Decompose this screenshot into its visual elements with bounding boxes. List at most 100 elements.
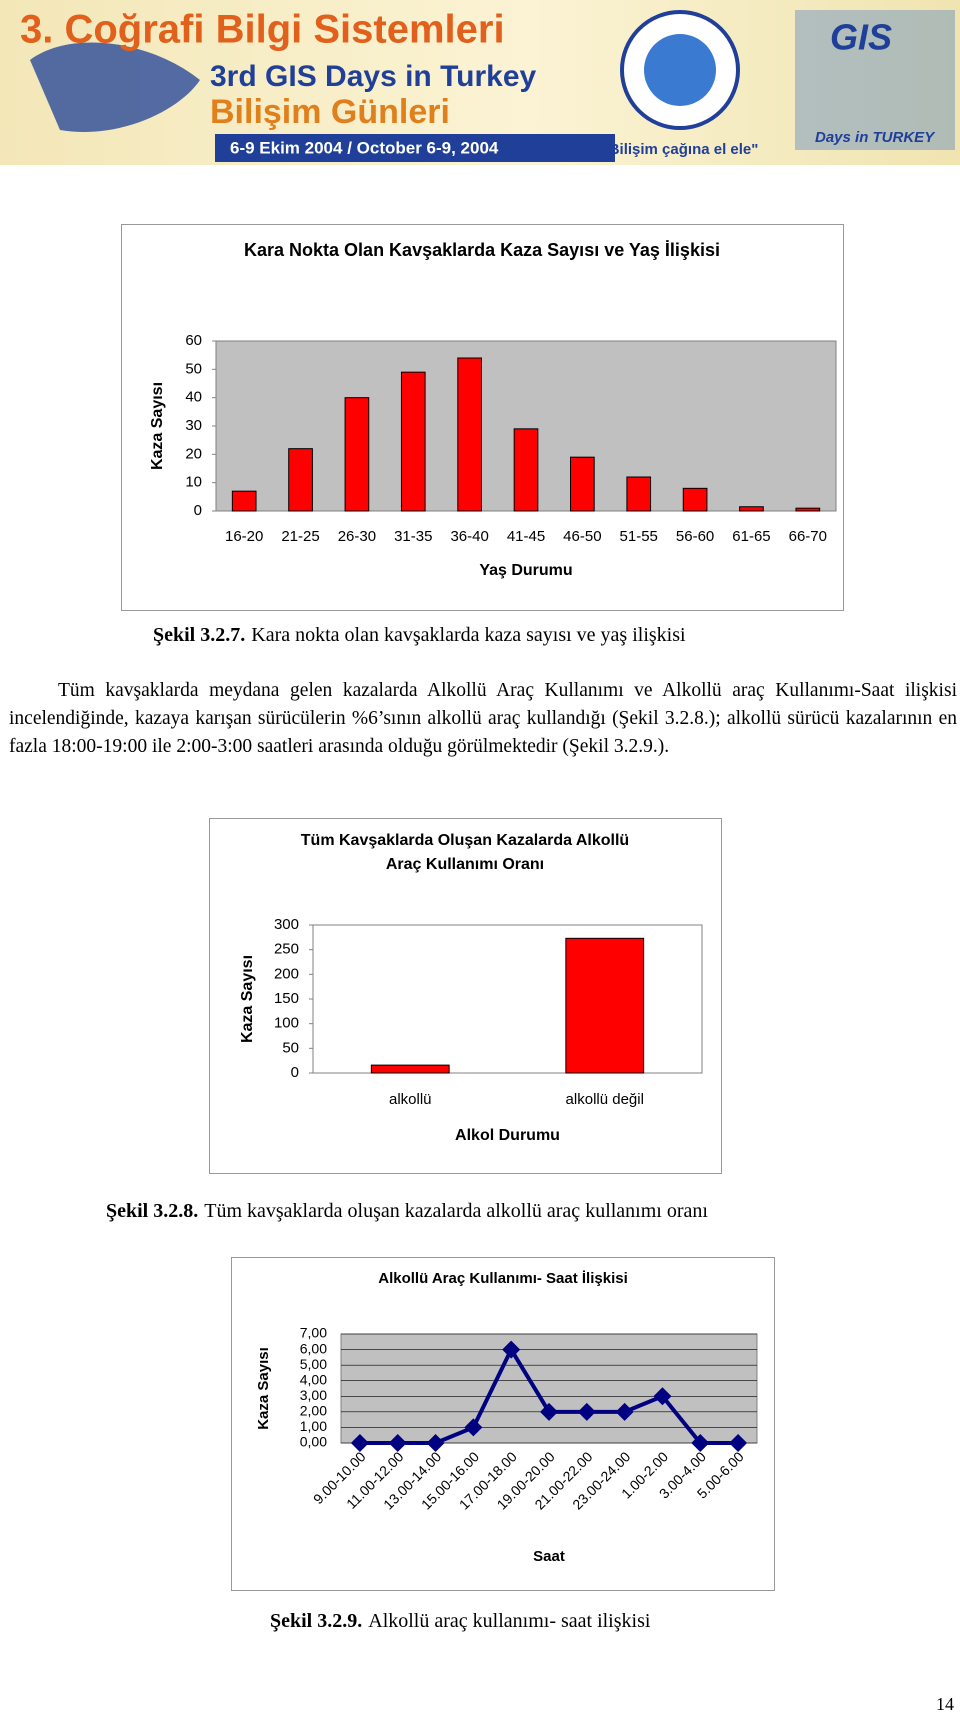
- caption-label: Şekil 3.2.9.: [270, 1610, 363, 1632]
- bar: [400, 371, 426, 512]
- logo-subtext: Days in TURKEY: [815, 129, 936, 146]
- bar: [626, 476, 652, 512]
- y-axis-label: Kaza Sayısı: [149, 382, 166, 470]
- y-tick-label: 3,00: [300, 1387, 327, 1403]
- y-tick-label: 100: [274, 1015, 299, 1032]
- x-axis-label: Alkol Durumu: [455, 1127, 560, 1144]
- banner-subtitle: 3rd GIS Days in Turkey: [210, 60, 537, 93]
- banner-slogan: "Bilişim çağına el ele": [602, 141, 759, 158]
- caption-text: Tüm kavşaklarda oluşan kazalarda alkollü…: [204, 1200, 708, 1222]
- caption: Şekil 3.2.9. Alkollü araç kullanımı- saat…: [270, 1610, 650, 1633]
- bar: [570, 456, 595, 512]
- banner-title: 3. Coğrafi Bilgi Sistemleri: [20, 8, 505, 52]
- y-axis-label: Kaza Sayısı: [239, 955, 256, 1043]
- chart-title: Tüm Kavşaklarda Oluşan Kazalarda Alkollü…: [300, 832, 630, 873]
- y-axis-label: Kaza Sayısı: [255, 1347, 272, 1430]
- marker: [502, 1340, 521, 1359]
- x-axis-label: Yaş Durumu: [479, 562, 572, 579]
- caption-label: Şekil 3.2.8.: [106, 1200, 199, 1222]
- bar: [370, 1064, 450, 1074]
- y-tick-label: 7,00: [300, 1325, 327, 1341]
- bar: [288, 448, 313, 512]
- chart-title: Alkollü Araç Kullanımı- Saat İlişkisi: [378, 1270, 628, 1287]
- banner-date: 6-9 Ekim 2004 / October 6-9, 2004: [230, 138, 499, 157]
- x-axis-label: Saat: [533, 1548, 565, 1565]
- x-tick-label: 61-65: [732, 528, 770, 545]
- marker: [729, 1434, 748, 1452]
- y-tick-label: 20: [185, 445, 202, 462]
- y-tick-label: 250: [274, 941, 299, 958]
- caption-text: Kara nokta olan kavşaklarda kaza sayısı …: [251, 624, 686, 646]
- x-tick-label: alkollü: [389, 1091, 432, 1108]
- caption: Şekil 3.2.8. Tüm kavşaklarda oluşan kazal…: [106, 1200, 708, 1223]
- banner-subtitle2: Bilişim Günleri: [210, 93, 450, 131]
- caption: Şekil 3.2.7. Kara nokta olan kavşaklarda …: [153, 624, 686, 647]
- y-tick-label: 0: [291, 1064, 299, 1081]
- chart: 0,001,002,003,004,005,006,007,009.00-10.…: [255, 1325, 758, 1565]
- bar: [739, 506, 764, 512]
- bar: [457, 357, 482, 512]
- bar: [565, 937, 645, 1074]
- y-tick-label: 5,00: [300, 1356, 327, 1372]
- y-tick-label: 60: [185, 332, 202, 349]
- bar: [344, 397, 370, 512]
- x-tick-label: alkollü değil: [566, 1091, 644, 1108]
- y-tick-label: 1,00: [300, 1418, 327, 1434]
- date-bar: [215, 134, 615, 162]
- y-tick-label: 50: [185, 360, 202, 377]
- chart-box: Kara Nokta Olan Kavşaklarda Kaza Sayısı …: [121, 224, 844, 611]
- chart-box: Tüm Kavşaklarda Oluşan Kazalarda Alkollü…: [209, 818, 722, 1174]
- y-tick-label: 4,00: [300, 1371, 327, 1387]
- x-tick-label: 26-30: [338, 528, 376, 545]
- bar: [682, 487, 708, 512]
- x-tick-label: 56-60: [676, 528, 714, 545]
- marker: [388, 1434, 407, 1452]
- marker: [653, 1387, 672, 1406]
- y-tick-label: 10: [185, 474, 202, 491]
- chart-title: Kara Nokta Olan Kavşaklarda Kaza Sayısı …: [244, 240, 720, 260]
- x-tick-label: 21-25: [281, 528, 319, 545]
- y-tick-label: 0: [194, 502, 202, 519]
- marker: [691, 1434, 710, 1452]
- marker: [540, 1402, 558, 1421]
- x-tick-label: 36-40: [450, 528, 488, 545]
- y-tick-label: 40: [185, 389, 202, 406]
- logo-text: GIS: [830, 17, 892, 58]
- marker: [350, 1434, 369, 1452]
- y-tick-label: 6,00: [300, 1340, 327, 1356]
- x-tick-label: 31-35: [394, 528, 432, 545]
- y-tick-label: 0,00: [300, 1434, 327, 1450]
- chart-box: Alkollü Araç Kullanımı- Saat İlişkisi 0,…: [231, 1257, 775, 1591]
- x-tick-label: 16-20: [225, 528, 263, 545]
- x-tick-label: 46-50: [563, 528, 601, 545]
- chart: 0 50 100 150 200 250 300 alkollü alkollü değil Al…: [239, 916, 703, 1144]
- marker: [426, 1434, 445, 1452]
- banner: 3. Coğrafi Bilgi Sistemleri 3rd GIS Days…: [0, 0, 960, 165]
- y-tick-label: 200: [274, 965, 299, 982]
- logo-globe: [644, 34, 716, 106]
- x-tick-label: 51-55: [620, 528, 658, 545]
- marker: [615, 1402, 634, 1421]
- y-tick-label: 50: [282, 1039, 299, 1056]
- y-tick-label: 2,00: [300, 1403, 327, 1419]
- y-tick-label: 150: [274, 990, 299, 1007]
- x-tick-label: 41-45: [507, 528, 545, 545]
- map-shape: [30, 42, 200, 132]
- marker: [464, 1418, 483, 1437]
- x-tick-label: 66-70: [789, 528, 827, 545]
- bar: [795, 507, 821, 512]
- y-tick-label: 300: [274, 916, 299, 933]
- bar: [513, 428, 539, 512]
- y-tick-label: 30: [185, 417, 202, 434]
- plot-area: [340, 1333, 758, 1444]
- paragraph: Tüm kavşaklarda meydana gelen kazalarda …: [9, 680, 957, 757]
- banner-art: 3. Coğrafi Bilgi Sistemleri 3rd GIS Days…: [20, 8, 955, 162]
- chart: 0 10 20 30 40 50 60 16-20 21-25 26-30 31-35 36-40 41…: [149, 332, 837, 579]
- caption-label: Şekil 3.2.7.: [153, 624, 246, 646]
- bar: [231, 490, 257, 512]
- marker: [577, 1402, 596, 1421]
- page-number: 14: [936, 1694, 954, 1714]
- logo-box: [795, 10, 955, 150]
- caption-text: Alkollü araç kullanımı- saat ilişkisi: [368, 1610, 651, 1632]
